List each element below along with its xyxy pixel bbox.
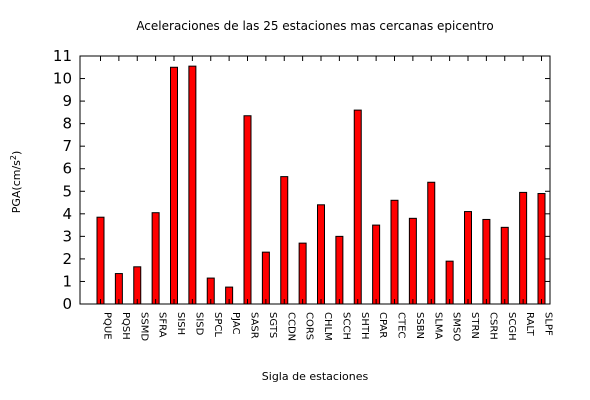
bar-chlm xyxy=(317,204,325,305)
bar-ccdn xyxy=(280,176,289,305)
y-tick-label: 9 xyxy=(62,92,72,110)
x-category-label: CHLM xyxy=(322,312,333,341)
x-category-label: STRN xyxy=(469,312,480,339)
y-tick-label: 3 xyxy=(62,227,72,245)
y-axis-label-sup: 2 xyxy=(9,155,18,160)
x-category-label: SMSO xyxy=(451,312,462,341)
x-category-label: SSBN xyxy=(414,312,425,339)
bar-cpar xyxy=(372,224,381,305)
bar-scgh xyxy=(500,226,509,305)
bar-smso xyxy=(445,260,454,305)
x-axis-label: Sigla de estaciones xyxy=(262,370,369,383)
bar-slma xyxy=(427,181,436,305)
bar-sish xyxy=(170,66,178,305)
x-category-label: PQUE xyxy=(102,312,113,340)
chart-title: Aceleraciones de las 25 estaciones mas c… xyxy=(136,19,493,33)
plot-frame xyxy=(79,55,551,305)
y-tick-label: 7 xyxy=(62,137,72,155)
bar-cors xyxy=(298,242,307,305)
bar-ssmd xyxy=(133,266,142,305)
x-axis-categories: PQUE PQSH SSMD SFRA SISH SISD SPCL PJAC SASR SGTS… xyxy=(100,56,554,341)
x-category-label: SCCH xyxy=(340,312,351,340)
y-axis-label-main: PGA(cm/s xyxy=(10,160,23,213)
y-tick-label: 8 xyxy=(62,115,72,133)
x-category-label: SHTH xyxy=(359,312,370,340)
bar-strn xyxy=(464,211,472,305)
bar-shth xyxy=(353,109,362,305)
y-tick-label: 2 xyxy=(62,250,72,268)
x-category-label: SCGH xyxy=(506,312,517,341)
bar-ctec xyxy=(390,199,399,305)
y-axis-label-end: ) xyxy=(10,151,23,155)
bar-sgts xyxy=(261,251,270,305)
x-category-label: CSRH xyxy=(487,312,498,340)
x-category-label: SGTS xyxy=(267,312,278,338)
bar-scch xyxy=(335,235,344,305)
x-category-label: CORS xyxy=(304,312,315,340)
x-category-label: CPAR xyxy=(377,312,388,338)
x-category-label: SLMA xyxy=(432,312,443,340)
x-category-label: SISH xyxy=(175,312,186,335)
x-category-label: SSMD xyxy=(138,312,149,341)
bars xyxy=(96,65,546,305)
y-axis-label: PGA(cm/s2) xyxy=(9,151,24,214)
y-tick-label: 5 xyxy=(62,182,72,200)
bar-csrh xyxy=(482,218,491,305)
y-tick-label: 4 xyxy=(62,205,72,223)
bar-sfra xyxy=(151,212,160,305)
bar-slpf xyxy=(537,193,546,305)
x-category-label: SPCL xyxy=(212,312,223,337)
x-category-label: SISD xyxy=(193,312,204,336)
x-category-label: CCDN xyxy=(285,312,296,341)
y-tick-label: 1 xyxy=(62,272,72,290)
y-tick-label: 11 xyxy=(53,47,72,65)
x-category-label: SFRA xyxy=(157,312,168,338)
x-category-label: SASR xyxy=(249,312,260,339)
y-tick-label: 0 xyxy=(62,295,72,313)
y-tick-label: 10 xyxy=(53,70,72,88)
x-category-label: SLPF xyxy=(543,312,554,336)
x-category-label: PQSH xyxy=(120,312,131,340)
x-category-label: CTEC xyxy=(396,312,407,338)
x-category-label: RALT xyxy=(524,312,535,337)
bar-sasr xyxy=(243,115,252,305)
x-category-label: PJAC xyxy=(230,312,241,334)
y-axis-ticks: 0 1 2 3 4 5 6 7 8 9 10 11 xyxy=(53,47,550,313)
y-tick-label: 6 xyxy=(62,160,72,178)
bar-pque xyxy=(96,216,105,305)
bar-ralt xyxy=(519,191,528,305)
bar-ssbn xyxy=(408,217,417,305)
bar-sisd xyxy=(188,65,197,305)
